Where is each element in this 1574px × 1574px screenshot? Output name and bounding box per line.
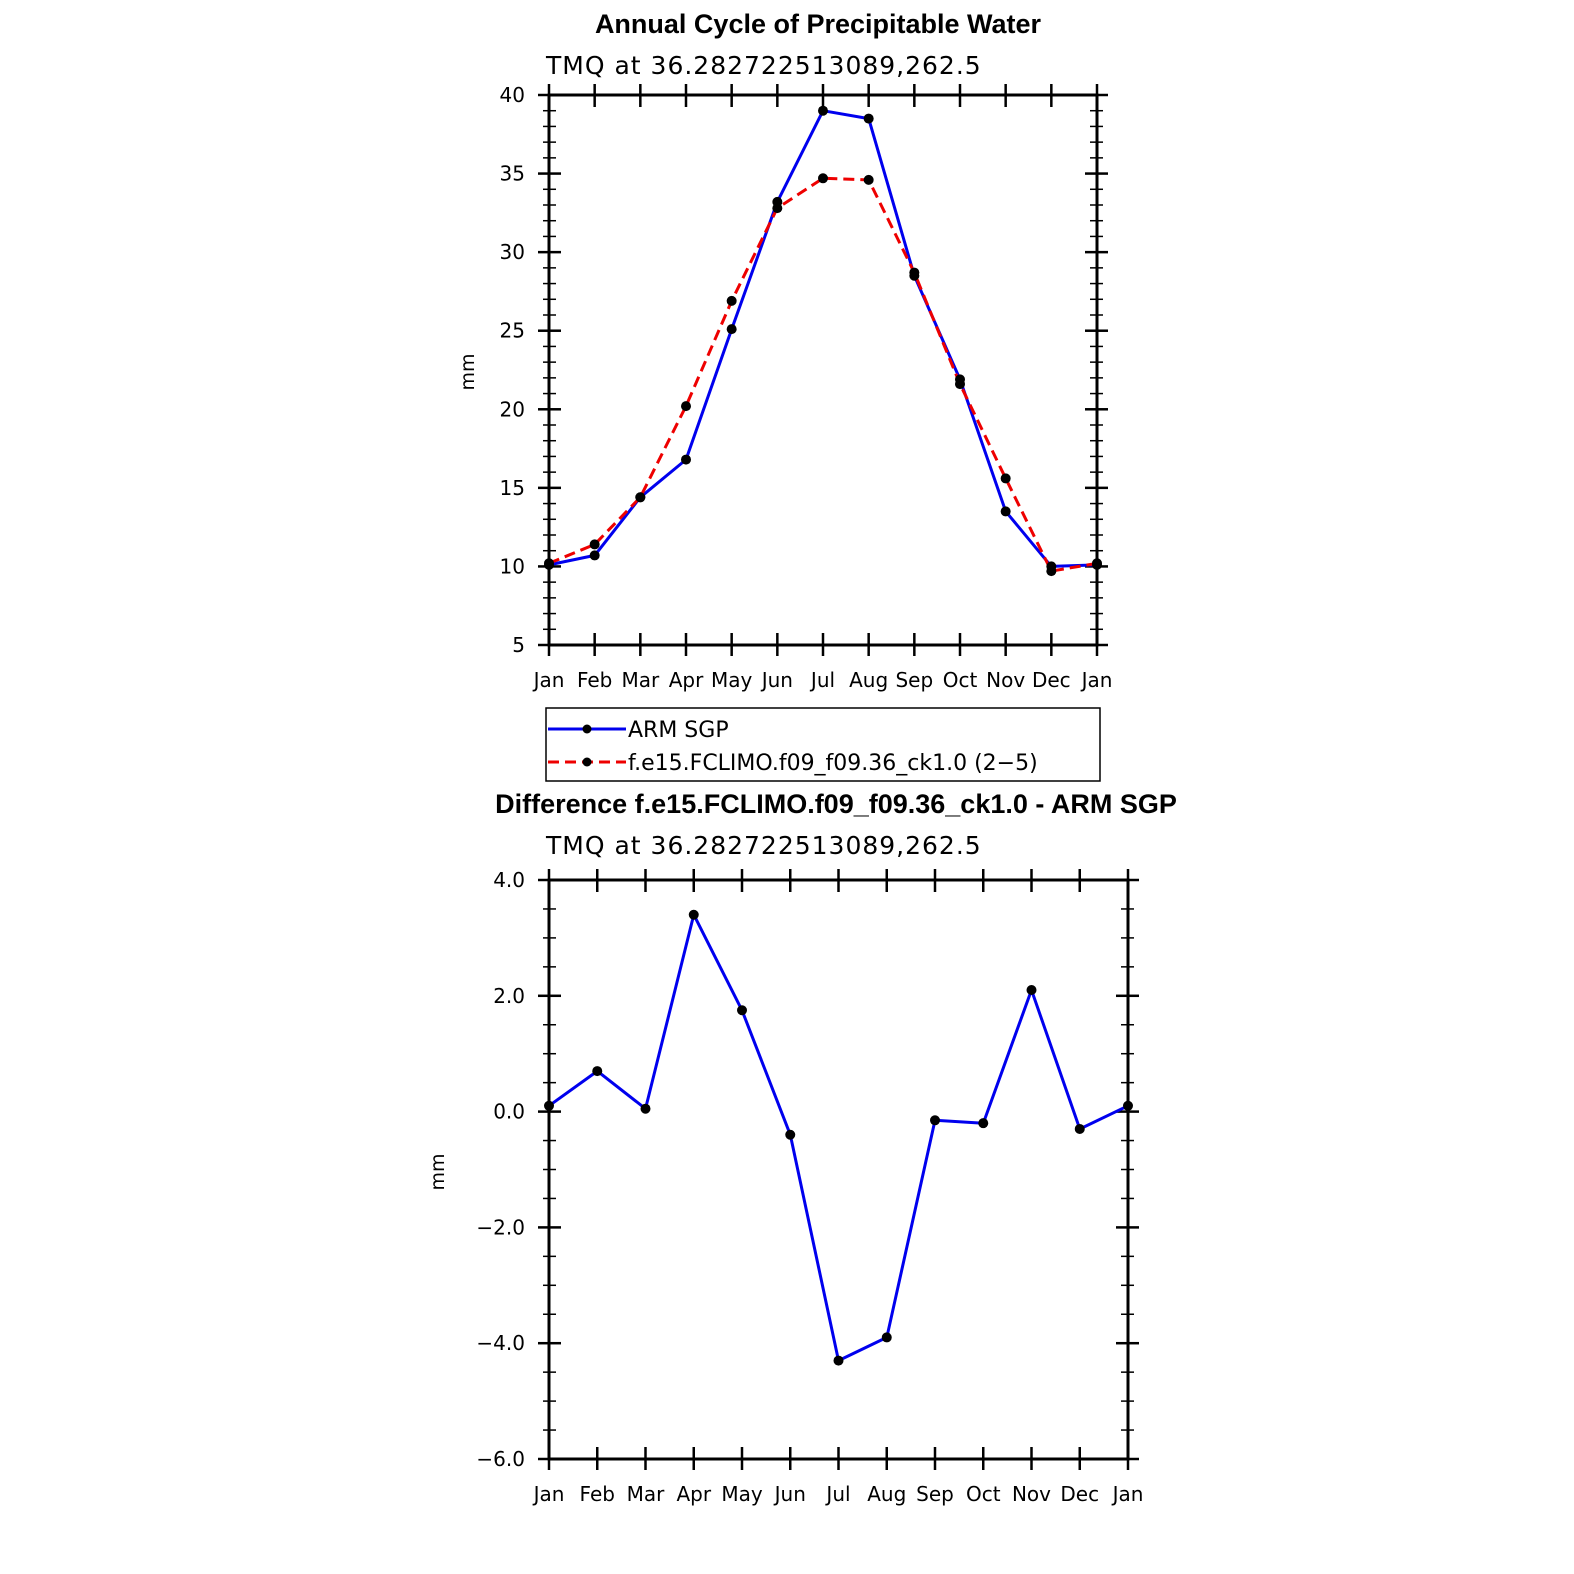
y-tick-label: −2.0 [476, 1215, 525, 1239]
chart1-plot: Jan Feb Mar Apr May Jun Jul Aug Sep Oct Nov Dec Jan 5… [500, 83, 1113, 692]
y-tick-label: −6.0 [476, 1447, 525, 1471]
data-point [881, 1332, 892, 1343]
data-point [1046, 566, 1057, 577]
data-point [863, 113, 874, 124]
y-tick-label: 35 [500, 162, 525, 186]
x-tick-label: May [711, 668, 753, 692]
x-tick-label: Nov [1012, 1482, 1051, 1506]
chart1-subtitle: TMQ at 36.282722513089,262.5 [545, 51, 982, 80]
y-tick-label: 5 [512, 633, 525, 657]
data-point [592, 1066, 603, 1077]
legend-entry-arm-sgp: ARM SGP [548, 718, 729, 743]
legend-box [545, 707, 1101, 782]
legend-label-arm-sgp: ARM SGP [628, 718, 729, 743]
data-point [1123, 1100, 1133, 1111]
data-point [955, 379, 965, 390]
data-point [785, 1129, 796, 1140]
data-point [1074, 1123, 1085, 1134]
chart1-title: Annual Cycle of Precipitable Water [595, 9, 1042, 39]
x-tick-label: Jan [532, 1482, 565, 1506]
x-tick-label: Feb [577, 668, 612, 692]
x-tick-label: Apr [669, 668, 704, 692]
y-tick-label: 30 [500, 240, 525, 264]
data-point [818, 105, 828, 116]
data-point [681, 401, 691, 412]
y-tick-label: −4.0 [476, 1331, 525, 1355]
data-point [589, 550, 600, 561]
x-tick-label: Dec [1060, 1482, 1099, 1506]
x-tick-label: Mar [621, 668, 660, 692]
x-tick-label: Oct [966, 1482, 1001, 1506]
x-tick-label: Sep [895, 668, 933, 692]
data-point [833, 1355, 844, 1366]
data-point [544, 1100, 554, 1111]
x-tick-label: Feb [580, 1482, 615, 1506]
y-tick-label: 0.0 [493, 1100, 525, 1124]
y-tick-label: 40 [500, 83, 525, 107]
data-point [909, 267, 920, 278]
x-tick-label: Jan [532, 668, 565, 692]
chart1-legend: ARM SGP f.e15.FCLIMO.f09_f09.36_ck1.0 (2… [545, 707, 1101, 782]
y-tick-label: 15 [500, 476, 525, 500]
data-point [688, 909, 699, 920]
y-tick-label: 10 [500, 554, 525, 578]
data-point [726, 324, 737, 335]
x-tick-label: Aug [849, 668, 888, 692]
data-point [930, 1115, 940, 1126]
x-tick-label: Jul [809, 668, 835, 692]
legend-label-model: f.e15.FCLIMO.f09_f09.36_ck1.0 (2−5) [628, 751, 1038, 776]
x-tick-label: Aug [867, 1482, 906, 1506]
data-point [635, 492, 646, 503]
legend-marker-arm-sgp [582, 724, 592, 734]
data-point [772, 203, 783, 214]
plot-frame [547, 878, 1130, 1461]
x-tick-label: Jul [824, 1482, 850, 1506]
data-point [1000, 473, 1011, 484]
x-tick-label: Mar [627, 1482, 666, 1506]
x-tick-label: Jun [773, 1482, 806, 1506]
chart1-ylabel: mm [457, 353, 479, 390]
data-point [818, 173, 828, 184]
chart2-title: Difference f.e15.FCLIMO.f09_f09.36_ck1.0… [495, 789, 1177, 819]
x-tick-label: Jan [1111, 1482, 1144, 1506]
data-point [544, 558, 554, 569]
data-point [726, 295, 737, 306]
series-line-0 [548, 913, 1129, 1363]
data-point [1000, 506, 1011, 517]
series-line-1 [548, 176, 1098, 573]
data-point [681, 454, 691, 465]
x-tick-label: Sep [916, 1482, 954, 1506]
legend-marker-model [582, 757, 592, 767]
data-point [589, 539, 600, 550]
x-tick-label: Nov [986, 668, 1025, 692]
chart2-ylabel: mm [427, 1153, 449, 1190]
y-tick-label: 4.0 [493, 868, 525, 892]
y-tick-label: 2.0 [493, 984, 525, 1008]
data-point [863, 174, 874, 185]
x-tick-label: Dec [1032, 668, 1071, 692]
x-tick-label: Oct [943, 668, 978, 692]
data-point [1092, 558, 1102, 569]
x-tick-label: May [721, 1482, 763, 1506]
data-point [978, 1118, 989, 1129]
chart2-plot: Jan Feb Mar Apr May Jun Jul Aug Sep Oct Nov Dec Jan−… [476, 868, 1143, 1506]
x-tick-label: Jan [1080, 668, 1113, 692]
x-tick-label: Jun [760, 668, 793, 692]
data-point [1026, 985, 1037, 996]
legend-entry-model: f.e15.FCLIMO.f09_f09.36_ck1.0 (2−5) [548, 751, 1038, 776]
x-tick-label: Apr [676, 1482, 711, 1506]
chart2-subtitle: TMQ at 36.282722513089,262.5 [545, 831, 982, 860]
y-tick-label: 20 [500, 397, 525, 421]
data-point [640, 1103, 651, 1114]
y-tick-label: 25 [500, 319, 525, 343]
data-point [737, 1005, 747, 1016]
